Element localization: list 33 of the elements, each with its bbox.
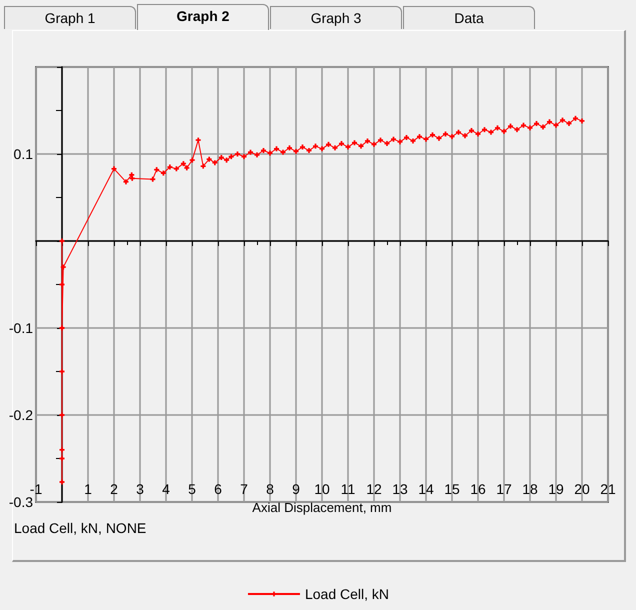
x-tick-label: 9 — [292, 481, 300, 497]
x-tick-label: 4 — [162, 481, 170, 497]
x-tick-label: 13 — [392, 481, 408, 497]
x-axis-title: Axial Displacement, mm — [252, 500, 392, 515]
y-tick-label: 0.1 — [14, 146, 34, 162]
x-tick-label: 1 — [84, 481, 92, 497]
text: Data — [403, 6, 535, 29]
caption: Graph 3 — [270, 6, 402, 29]
caption: Graph 1 — [4, 6, 136, 29]
x-tick-label: 21 — [600, 481, 616, 497]
x-tick-label: 6 — [214, 481, 222, 497]
x-tick-label: 15 — [444, 481, 460, 497]
x-tick-label: 5 — [188, 481, 196, 497]
legend-label: Load Cell, kN — [304, 586, 390, 602]
x-tick-label: 10 — [314, 481, 330, 497]
y-tick-label: -0.1 — [8, 320, 34, 336]
caption: Graph 2 — [137, 4, 269, 31]
x-tick-label: 19 — [548, 481, 564, 497]
x-tick-label: 18 — [522, 481, 538, 497]
x-tick-label: 2 — [110, 481, 118, 497]
x-tick-label: 12 — [366, 481, 382, 497]
x-tick-label: -1 — [30, 481, 42, 497]
x-tick-label: 7 — [240, 481, 248, 497]
y-tick-label: -0.3 — [8, 494, 34, 510]
x-tick-label: 20 — [574, 481, 590, 497]
x-tick-label: 8 — [266, 481, 274, 497]
x-tick-label: 17 — [496, 481, 512, 497]
x-tick-label: 3 — [136, 481, 144, 497]
x-tick-label: 14 — [418, 481, 434, 497]
x-tick-label: 16 — [470, 481, 486, 497]
y-tick-label: -0.2 — [8, 407, 34, 423]
y-axis-title: Load Cell, kN, NONE — [14, 520, 146, 536]
x-tick-label: 11 — [340, 481, 356, 497]
